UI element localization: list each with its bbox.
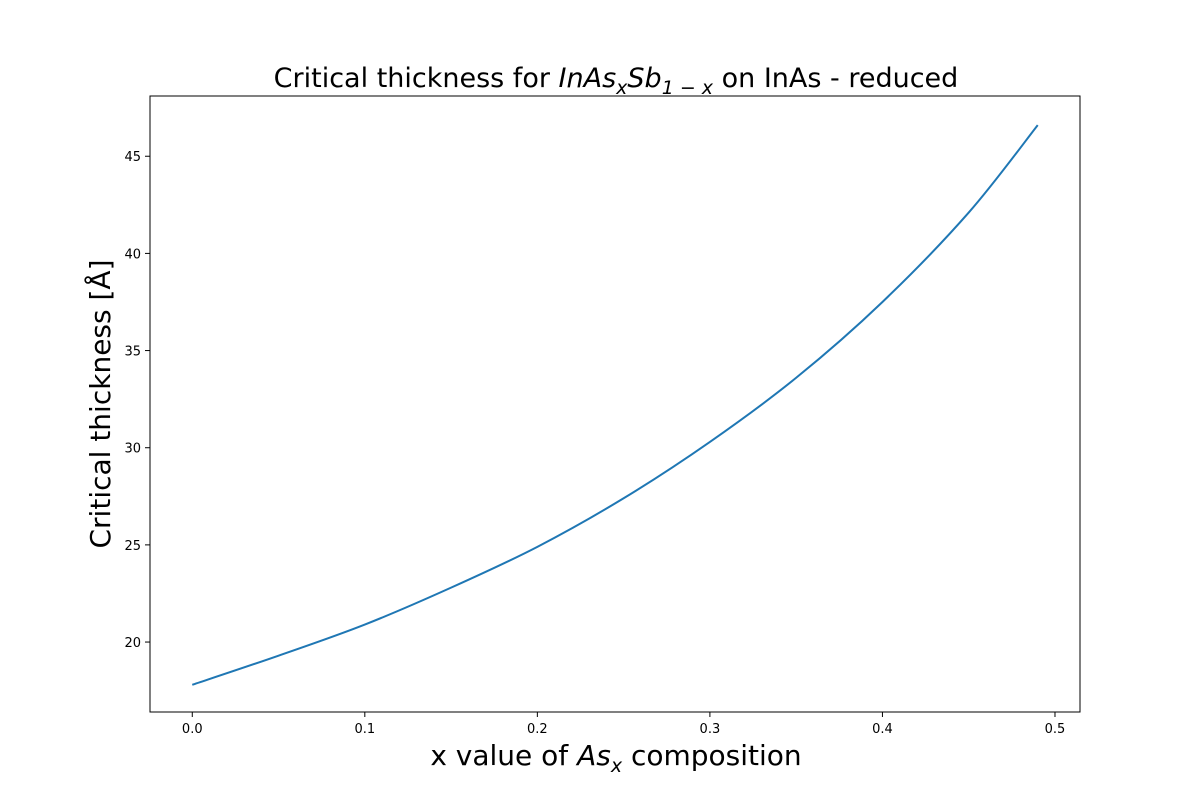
y-tick-label: 45 (124, 150, 141, 165)
x-axis-label: x value of Asx composition (430, 739, 801, 777)
plot-area (191, 124, 1039, 686)
y-tick-label: 25 (124, 539, 141, 554)
x-tick-label: 0.1 (354, 722, 375, 737)
y-tick-label: 40 (124, 247, 141, 262)
x-tick-label: 0.2 (527, 722, 548, 737)
y-tick-label: 20 (124, 636, 141, 651)
x-tick-label: 0.5 (1045, 722, 1066, 737)
x-tick-label: 0.4 (872, 722, 893, 737)
x-tick-label: 0.0 (182, 722, 203, 737)
y-axis-ticks: 20 25 30 35 40 45 (124, 150, 150, 651)
x-axis-ticks: 0.0 0.1 0.2 0.3 0.4 0.5 (182, 712, 1065, 737)
y-tick-label: 30 (124, 442, 141, 457)
y-tick-label: 35 (124, 345, 141, 360)
axes-frame (149, 95, 1081, 713)
y-axis-label: Critical thickness [Å] (83, 260, 117, 549)
chart-title: Critical thickness for InAsxSb1 − x on I… (274, 63, 959, 99)
x-tick-label: 0.3 (700, 722, 721, 737)
series-line (191, 124, 1039, 686)
